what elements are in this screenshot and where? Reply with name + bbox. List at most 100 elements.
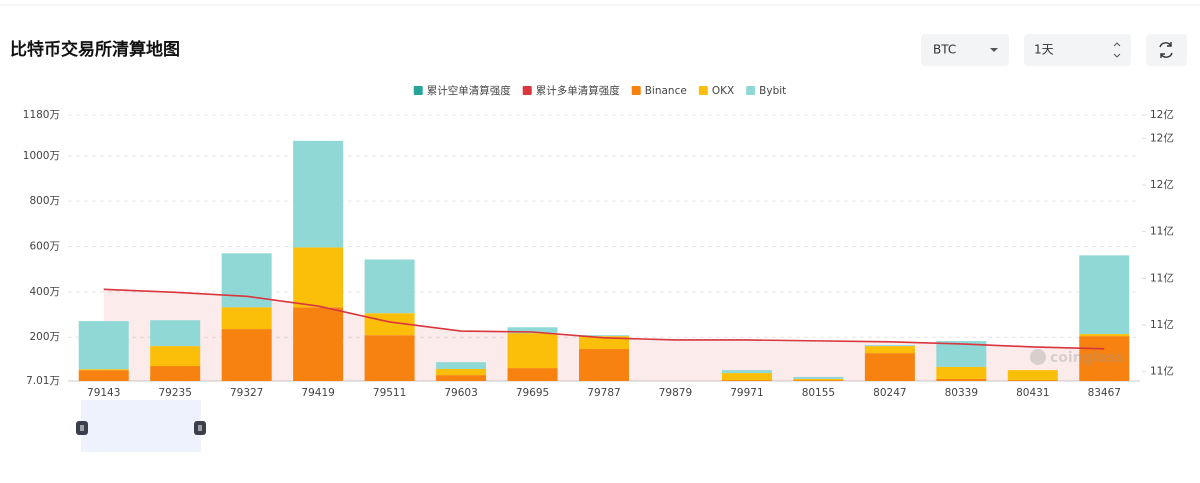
select-box[interactable] [1024,34,1131,66]
bar-segment [721,380,772,381]
y2-tick-label: 12亿 [1150,108,1174,121]
y2-tick-label: 12亿 [1150,131,1174,144]
watermark: coinglass [1030,349,1124,366]
symbol-select[interactable]: BTC [921,34,1009,66]
refresh-icon [1159,42,1173,58]
x-tick-label: 80339 [945,387,978,399]
y-tick-label: 1000万 [23,150,60,162]
legend-swatch [413,86,423,95]
bar-segment [507,368,558,381]
handle-grip [198,425,202,431]
bar-segment [579,349,629,381]
x-tick-label: 79235 [158,387,191,399]
x-tick-label: 79971 [730,387,763,399]
y2-tick-label: 11亿 [1150,271,1174,284]
bar-segment [936,366,987,379]
y2-tick-label: 11亿 [1150,225,1174,238]
bar-segment [78,370,129,381]
slider-window[interactable] [81,400,201,452]
line [103,288,1105,350]
chart-title: 比特币交易所清算地图 [10,39,180,60]
bar-segment [150,320,201,347]
bar-segment [864,353,915,381]
bar-segment [1079,255,1130,335]
bar-segment [150,346,201,367]
bar-segment [150,366,201,381]
x-tick-label: 80155 [802,387,835,399]
bar-segment [507,333,558,369]
zoom-slider[interactable] [76,400,206,452]
y-tick-label: 1180万 [23,109,60,121]
x-tick-label: 79143 [87,387,120,399]
bar-segment [721,370,772,374]
bar-segment [793,380,844,381]
area [103,289,1105,381]
bar-segment [436,368,487,376]
x-tick-label: 79695 [516,387,549,399]
bar-segment [436,362,487,369]
legend-label: OKX [712,85,734,97]
bar-segment [936,378,987,381]
legend-swatch [631,86,641,95]
bar-segment [1007,370,1058,381]
bar-segment [364,259,415,314]
x-tick-label: 79879 [659,387,692,399]
x-tick-label: 80431 [1016,387,1049,399]
select-text: 1天 [1034,43,1054,57]
caret [1113,42,1121,58]
slider-handle[interactable] [76,421,88,435]
caret [990,48,998,52]
bar-segment [793,376,844,379]
select-box[interactable] [921,34,1009,66]
handle-grip [80,425,84,431]
interval-select[interactable]: 1天 [1024,34,1131,66]
y-tick-label: 800万 [29,195,60,207]
bar-segment [793,378,844,381]
x-tick-label: 79603 [444,387,477,399]
bar-segment [78,321,129,370]
y-tick-label: 200万 [29,331,60,343]
y-tick-label: 400万 [29,286,60,298]
legend: 累计空单清算强度 累计多单清算强度 Binance OKX Bybit [413,84,786,97]
bar-segment [507,327,558,334]
bar-segment [364,335,415,381]
y-tick-label: 7.01万 [26,375,60,387]
bar-segment [293,247,344,308]
bar-segment [579,335,629,337]
x-tick-label: 79419 [301,387,334,399]
bar-segment [293,307,344,381]
x-tick-label: 79327 [230,387,263,399]
y2-tick-label: 12亿 [1150,178,1174,191]
y-tick-label: 600万 [29,241,60,253]
y2-tick-label: 11亿 [1150,365,1174,378]
legend-swatch [522,86,532,95]
x-tick-label: 79511 [373,387,406,399]
legend-swatch [698,86,708,95]
bar-segment [436,375,487,381]
bar-segment [78,369,129,371]
bar-segment [221,329,272,381]
bar-segment [293,140,344,248]
legend-label: 累计多单清算强度 [536,84,620,97]
bar-segment [579,336,629,350]
watermark-text: coinglass [1050,350,1124,366]
bar-segment [1079,336,1130,381]
bar-segment [864,345,915,347]
x-tick-label: 83467 [1088,387,1121,399]
x-tick-label: 79787 [587,387,620,399]
legend-label: Binance [645,85,687,97]
legend-swatch [746,86,756,95]
legend-label: Bybit [759,85,786,97]
bar-segment [864,346,915,354]
slider-handle[interactable] [194,421,206,435]
refresh-button[interactable] [1146,34,1187,66]
bar-segment [721,373,772,381]
bar-segment [1007,380,1058,381]
watermark-logo [1030,349,1046,365]
bar-segment [221,307,272,330]
legend-label: 累计空单清算强度 [427,84,511,97]
select-text: BTC [933,43,956,57]
y2-tick-label: 11亿 [1150,318,1174,331]
button-box[interactable] [1146,34,1187,66]
